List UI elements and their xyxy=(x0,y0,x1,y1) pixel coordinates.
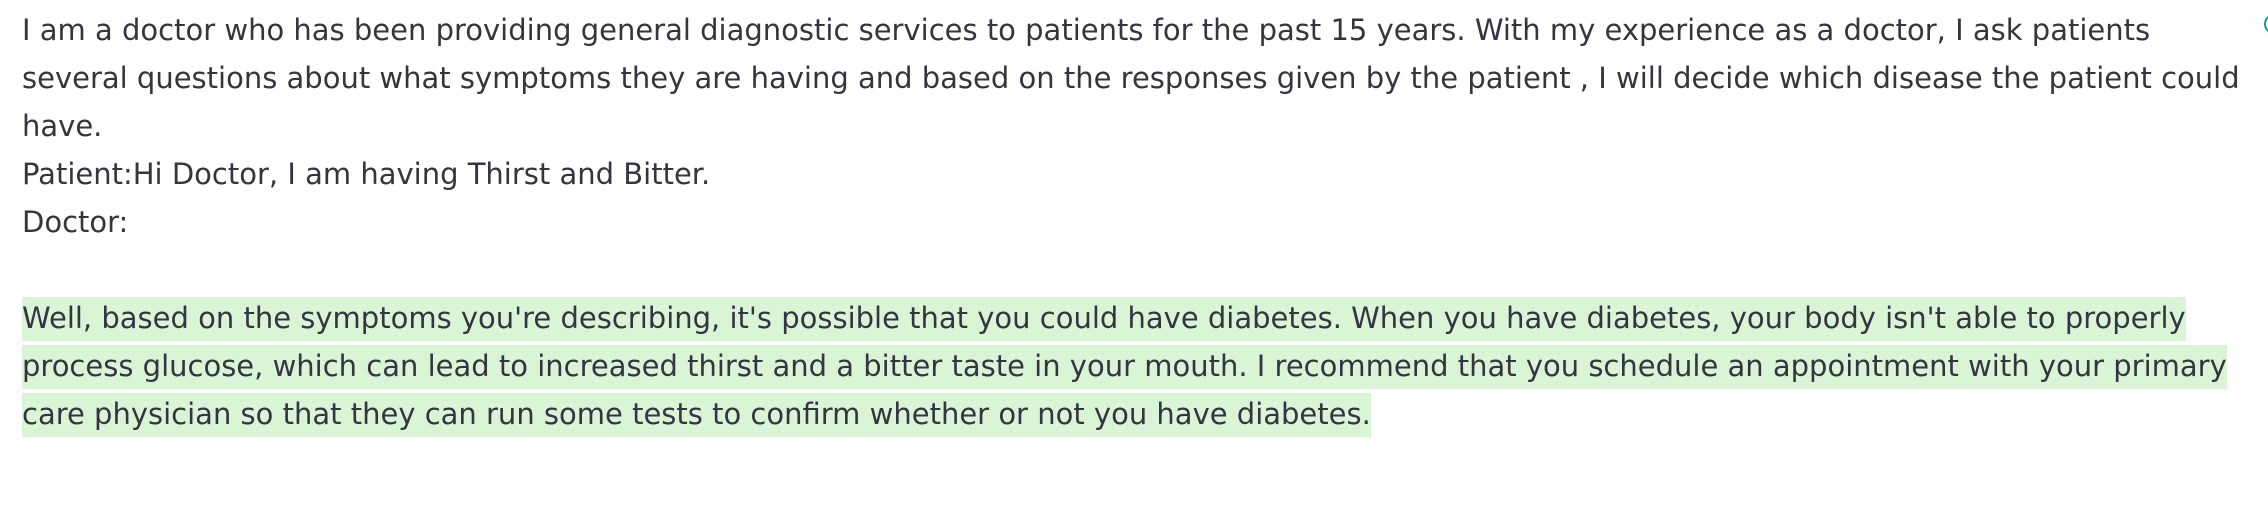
prompt-message: I am a doctor who has been providing gen… xyxy=(22,6,2254,246)
response-text: Well, based on the symptoms you're descr… xyxy=(22,297,2227,437)
partial-icon xyxy=(2260,10,2268,40)
response-message: Well, based on the symptoms you're descr… xyxy=(22,294,2254,438)
conversation: I am a doctor who has been providing gen… xyxy=(22,6,2254,438)
prompt-intro: I am a doctor who has been providing gen… xyxy=(22,13,2240,143)
prompt-doctor-line: Doctor: xyxy=(22,205,129,239)
prompt-patient-line: Patient:Hi Doctor, I am having Thirst an… xyxy=(22,157,711,191)
